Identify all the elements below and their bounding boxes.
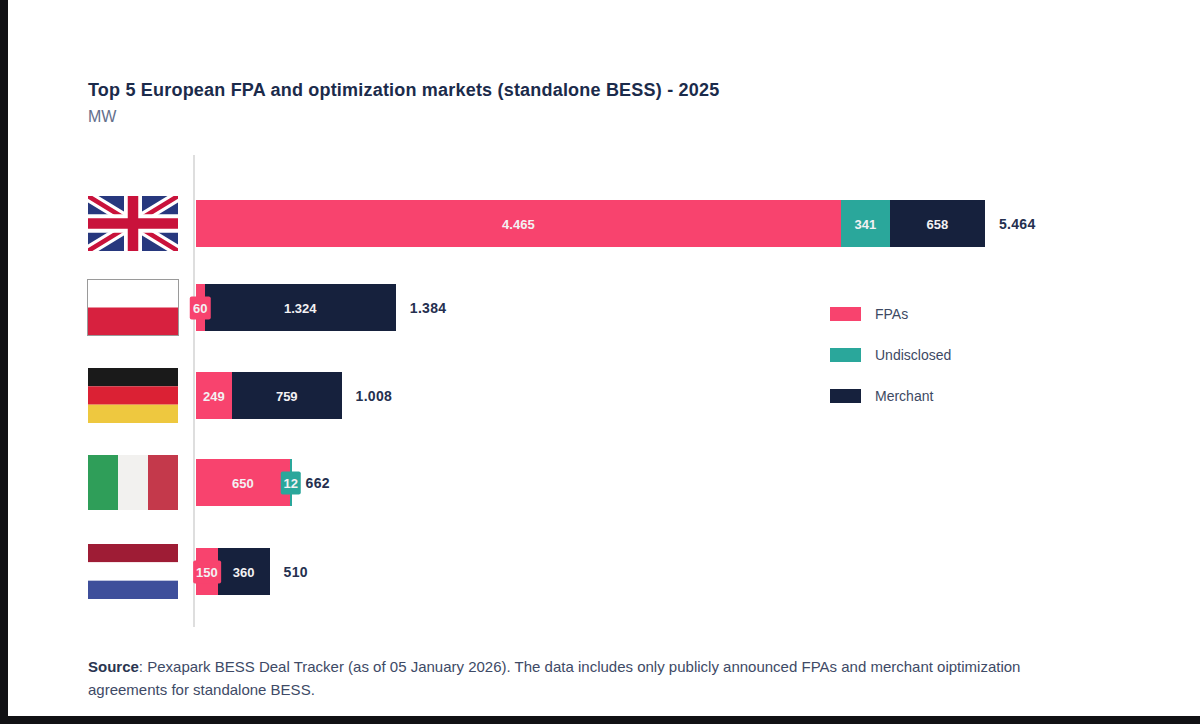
bar-strip-germany: 2497591.008 — [196, 372, 342, 419]
total-label-italy: 662 — [306, 475, 330, 491]
source-note: Source: Pexapark BESS Deal Tracker (as o… — [88, 655, 1102, 702]
bar-chart: 4.465 341 658 5.464 60 1.324 1.384 249 759 1.00… — [0, 0, 1200, 724]
legend-item-fpas: FPAs — [830, 306, 951, 321]
segment-fpas-netherlands: 150 — [196, 548, 218, 595]
legend-label: Undisclosed — [875, 347, 951, 363]
total-label-poland: 1.384 — [410, 300, 447, 316]
segment-merchant-poland: 1.324 — [205, 284, 396, 331]
segment-value-label: 1.324 — [284, 300, 317, 315]
bar-row-netherlands: 150 360 510 — [0, 544, 1100, 599]
segment-value-label: 150 — [193, 560, 221, 583]
segment-value-label: 759 — [276, 388, 298, 403]
total-label-united-kingdom: 5.464 — [999, 216, 1036, 232]
segment-merchant-united-kingdom: 658 — [890, 200, 985, 247]
chart-page: Top 5 European FPA and optimization mark… — [0, 0, 1200, 724]
total-label-germany: 1.008 — [356, 388, 393, 404]
segment-value-label: 360 — [233, 564, 255, 579]
segment-fpas-italy: 650 — [196, 459, 290, 506]
legend-label: FPAs — [875, 306, 908, 322]
bar-strip-poland: 601.3241.384 — [196, 284, 396, 331]
segment-value-label: 341 — [854, 216, 876, 231]
chart-legend: FPAs Undisclosed Merchant — [830, 306, 951, 429]
bar-strip-netherlands: 150360510 — [196, 548, 270, 595]
segment-value-label: 658 — [927, 216, 949, 231]
segment-value-label: 650 — [232, 475, 254, 490]
segment-value-label: 60 — [190, 296, 210, 319]
flag-nl-icon — [88, 544, 178, 599]
legend-label: Merchant — [875, 388, 933, 404]
legend-swatch-icon — [830, 348, 861, 362]
bar-strip-italy: 65012662 — [196, 459, 292, 506]
legend-item-undisclosed: Undisclosed — [830, 347, 951, 362]
legend-swatch-icon — [830, 389, 861, 403]
segment-undisclosed-italy: 12 — [290, 459, 292, 506]
flag-it-icon — [88, 455, 178, 510]
segment-fpas-poland: 60 — [196, 284, 205, 331]
source-prefix: Source — [88, 658, 139, 675]
segment-merchant-germany: 759 — [232, 372, 342, 419]
bar-row-united-kingdom: 4.465 341 658 5.464 — [0, 196, 1100, 251]
segment-undisclosed-united-kingdom: 341 — [841, 200, 890, 247]
legend-swatch-icon — [830, 307, 861, 321]
source-text: : Pexapark BESS Deal Tracker (as of 05 J… — [88, 658, 1020, 698]
total-label-netherlands: 510 — [284, 564, 308, 580]
segment-value-label: 249 — [203, 388, 225, 403]
segment-fpas-germany: 249 — [196, 372, 232, 419]
flag-de-icon — [88, 368, 178, 423]
segment-value-label: 4.465 — [502, 216, 535, 231]
flag-gb-icon — [88, 196, 178, 251]
flag-pl-icon — [88, 280, 178, 335]
bar-row-italy: 650 12 662 — [0, 455, 1100, 510]
legend-item-merchant: Merchant — [830, 388, 951, 403]
segment-merchant-netherlands: 360 — [218, 548, 270, 595]
segment-value-label: 12 — [280, 471, 300, 494]
segment-fpas-united-kingdom: 4.465 — [196, 200, 841, 247]
bar-strip-united-kingdom: 4.4653416585.464 — [196, 200, 985, 247]
